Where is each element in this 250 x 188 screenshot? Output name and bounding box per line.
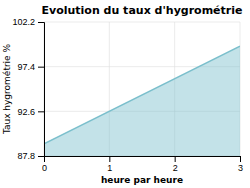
tick-mark	[38, 22, 44, 23]
tick-mark	[240, 156, 241, 162]
x-axis-title: heure par heure	[101, 175, 183, 185]
tick-mark	[175, 156, 176, 162]
tick-label: 3	[238, 163, 243, 173]
tick-label: 92.6	[17, 107, 35, 117]
tick-mark	[38, 67, 44, 68]
axis-line	[45, 157, 241, 163]
tick: 0	[42, 156, 47, 173]
tick-mark	[38, 111, 44, 112]
tick-label: 0	[42, 163, 47, 173]
tick: 102.2	[12, 17, 44, 27]
tick: 92.6	[17, 107, 44, 117]
tick: 97.4	[17, 62, 44, 72]
tick-label: 102.2	[12, 17, 35, 27]
x-axis: 0 1 2 3	[42, 156, 243, 173]
plot: 0 1 2 3 87.8 92.6 97.4 102.2	[12, 17, 243, 173]
tick-label: 1	[107, 163, 112, 173]
line	[44, 46, 240, 144]
y-axis: 87.8 92.6 97.4 102.2	[12, 17, 44, 161]
axis-line	[38, 23, 45, 157]
tick-label: 97.4	[17, 62, 35, 72]
tick: 87.8	[17, 151, 44, 161]
tick: 3	[238, 156, 243, 173]
marks	[44, 46, 240, 156]
tick-mark	[38, 156, 44, 157]
tick-label: 2	[173, 163, 178, 173]
tick-label: 87.8	[17, 151, 35, 161]
tick: 2	[173, 156, 178, 173]
y-axis-title: Taux hygrométrie %	[2, 43, 12, 135]
grid-line	[44, 22, 240, 23]
title: Evolution du taux d'hygrométrie	[42, 4, 243, 17]
area	[44, 46, 240, 156]
tick-mark	[109, 156, 110, 162]
grid	[44, 22, 240, 156]
tick: 1	[107, 156, 112, 173]
chart: 0 1 2 3 87.8 92.6 97.4 102.2 Evolution du taux d…	[0, 0, 250, 188]
